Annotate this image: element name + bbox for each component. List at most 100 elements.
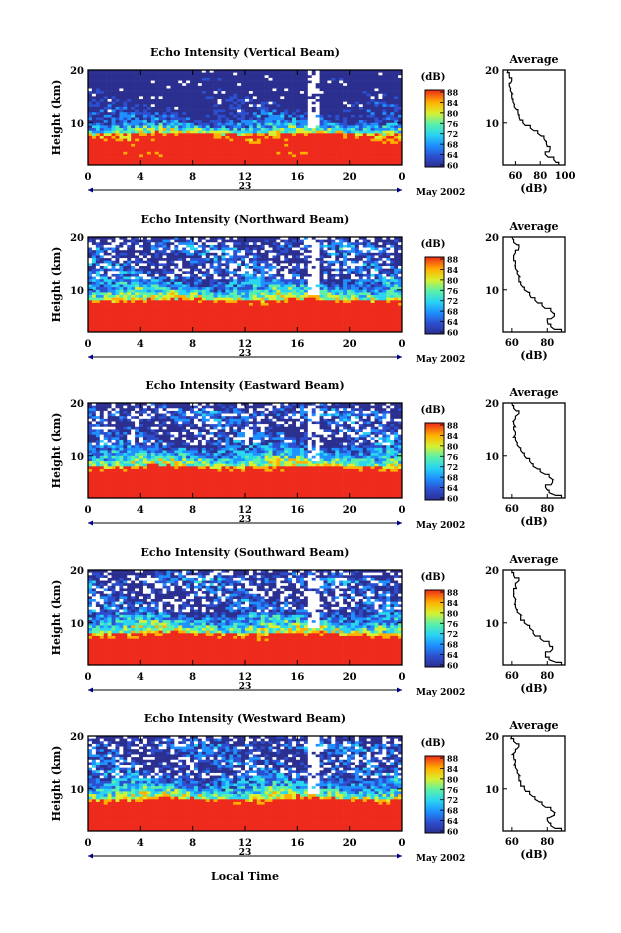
- heatmap-cell: [190, 139, 194, 142]
- heatmap-cell: [371, 118, 375, 121]
- heatmap-cell: [174, 83, 178, 86]
- heatmap-cell: [221, 287, 225, 290]
- heatmap-cell: [127, 120, 131, 123]
- heatmap-cell: [119, 263, 123, 266]
- heatmap-cell: [198, 125, 202, 128]
- heatmap-cell: [292, 255, 296, 258]
- heatmap-cell: [335, 81, 339, 84]
- heatmap-cell: [127, 290, 131, 293]
- heatmap-cell: [214, 94, 218, 97]
- heatmap-cell: [371, 290, 375, 293]
- heatmap-cell: [304, 112, 308, 115]
- heatmap-cell: [288, 73, 292, 76]
- heatmap-cell: [300, 154, 304, 157]
- heatmap-cell: [127, 300, 131, 303]
- heatmap-cell: [394, 149, 398, 152]
- heatmap-cell: [96, 154, 100, 157]
- heatmap-cell: [308, 141, 312, 144]
- heatmap-cell: [272, 263, 276, 266]
- heatmap-cell: [100, 110, 104, 113]
- heatmap-cell: [347, 75, 351, 78]
- heatmap-cell: [225, 136, 229, 139]
- heatmap-cell: [347, 282, 351, 285]
- heatmap-cell: [386, 86, 390, 89]
- heatmap-cell: [276, 136, 280, 139]
- heatmap-cell: [261, 154, 265, 157]
- heatmap-cell: [167, 269, 171, 272]
- heatmap-cell: [147, 147, 151, 150]
- heatmap-cell: [312, 152, 316, 155]
- heatmap-cell: [339, 125, 343, 128]
- heatmap-cell: [151, 298, 155, 301]
- heatmap-cell: [261, 107, 265, 110]
- heatmap-cell: [347, 300, 351, 303]
- heatmap-cell: [170, 120, 174, 123]
- heatmap-cell: [194, 125, 198, 128]
- heatmap-cell: [131, 91, 135, 94]
- heatmap-cell: [245, 139, 249, 142]
- heatmap-cell: [324, 112, 328, 115]
- heatmap-cell: [272, 271, 276, 274]
- heatmap-cell: [394, 258, 398, 261]
- heatmap-cell: [276, 290, 280, 293]
- heatmap-cell: [108, 248, 112, 251]
- heatmap-cell: [371, 282, 375, 285]
- heatmap-cell: [170, 125, 174, 128]
- heatmap-cell: [253, 292, 257, 295]
- heatmap-cell: [225, 290, 229, 293]
- heatmap-cell: [367, 290, 371, 293]
- heatmap-cell: [300, 277, 304, 280]
- heatmap-cell: [170, 149, 174, 152]
- heatmap-cell: [269, 112, 273, 115]
- heatmap-cell: [394, 104, 398, 107]
- heatmap-cell: [167, 248, 171, 251]
- heatmap-cell: [135, 73, 139, 76]
- heatmap-cell: [390, 73, 394, 76]
- heatmap-cell: [269, 152, 273, 155]
- heatmap-cell: [245, 104, 249, 107]
- heatmap-cell: [92, 102, 96, 105]
- heatmap-cell: [347, 96, 351, 99]
- heatmap-cell: [210, 258, 214, 261]
- heatmap-cell: [229, 149, 233, 152]
- heatmap-cell: [190, 73, 194, 76]
- heatmap-cell: [167, 154, 171, 157]
- heatmap-cell: [249, 152, 253, 155]
- heatmap-cell: [280, 141, 284, 144]
- heatmap-cell: [96, 128, 100, 131]
- heatmap-cell: [221, 110, 225, 113]
- heatmap-cell: [163, 240, 167, 243]
- heatmap-cell: [335, 287, 339, 290]
- heatmap-cell: [151, 86, 155, 89]
- heatmap-cell: [218, 242, 222, 245]
- heatmap-cell: [386, 136, 390, 139]
- heatmap-cell: [394, 115, 398, 118]
- heatmap-cell: [265, 261, 269, 264]
- heatmap-cell: [245, 99, 249, 102]
- heatmap-cell: [139, 110, 143, 113]
- heatmap-cell: [327, 240, 331, 243]
- heatmap-cell: [104, 73, 108, 76]
- heatmap-cell: [225, 242, 229, 245]
- heatmap-cell: [96, 152, 100, 155]
- heatmap-cell: [324, 157, 328, 160]
- heatmap-cell: [112, 245, 116, 248]
- heatmap-cell: [147, 263, 151, 266]
- heatmap-cell: [272, 104, 276, 107]
- heatmap-cell: [261, 88, 265, 91]
- heatmap-cell: [316, 141, 320, 144]
- heatmap-cell: [339, 78, 343, 81]
- heatmap-cell: [261, 102, 265, 105]
- heatmap-cell: [375, 248, 379, 251]
- heatmap-cell: [233, 104, 237, 107]
- heatmap-cell: [218, 250, 222, 253]
- heatmap-cell: [210, 279, 214, 282]
- heatmap-cell: [371, 287, 375, 290]
- heatmap-cell: [143, 271, 147, 274]
- heatmap-cell: [276, 73, 280, 76]
- heatmap-cell: [343, 279, 347, 282]
- heatmap-cell: [202, 94, 206, 97]
- heatmap-cell: [127, 128, 131, 131]
- heatmap-cell: [202, 240, 206, 243]
- heatmap-cell: [155, 91, 159, 94]
